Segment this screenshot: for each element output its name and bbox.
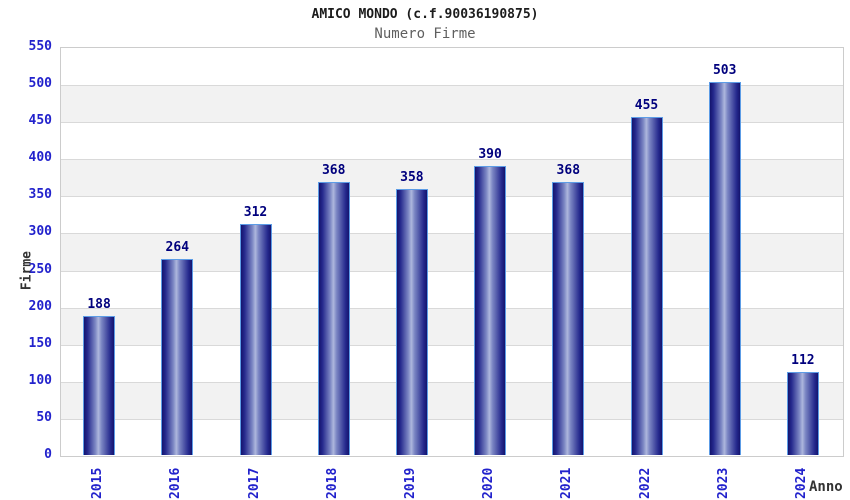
chart-title: AMICO MONDO (c.f.90036190875) [311,7,539,22]
y-tick-label: 300 [28,224,52,240]
x-tick-label: 2023 [715,467,731,499]
y-tick-label: 50 [36,409,52,425]
x-tick-label: 2015 [90,467,106,499]
bar-value-label: 112 [791,352,815,368]
gridline [61,418,843,420]
bar-value-label: 455 [634,98,659,114]
x-tick-label: 2022 [637,467,653,499]
x-tick-label: 2020 [481,467,497,499]
gridline [61,122,843,124]
y-tick-label: 200 [28,298,52,314]
y-tick-label: 150 [28,335,52,351]
bar [395,189,428,455]
gridline [61,196,843,198]
gridline [61,159,843,161]
y-tick-label: 500 [28,76,52,92]
bar [239,223,272,455]
y-tick-label: 0 [44,447,52,462]
bar-value-label: 188 [87,296,111,312]
y-tick-label: 350 [28,187,52,203]
bar-value-label: 368 [556,163,581,178]
bar [786,371,819,455]
x-tick-label: 2024 [793,467,809,499]
bar-value-label: 368 [321,163,346,178]
bar [161,259,194,455]
x-tick-label: 2018 [324,467,340,499]
bar [474,165,507,455]
y-tick-label: 250 [28,261,52,277]
bar [83,315,116,455]
x-tick-label: 2021 [559,467,575,499]
plot-band [61,48,843,86]
gridline [61,233,843,235]
x-tick-label: 2016 [168,467,184,499]
x-tick-label: 2019 [402,467,418,499]
gridline [61,344,843,346]
bar [708,81,741,455]
y-tick-label: 100 [28,372,52,388]
gridline [61,270,843,272]
chart-subtitle: Numero Firme [374,26,476,42]
y-tick-label: 400 [28,150,52,166]
bar-value-label: 390 [478,146,502,162]
gridline [61,85,843,87]
bar [317,182,350,455]
bar-value-label: 312 [243,204,268,220]
bar-value-label: 503 [712,62,737,78]
gridline [61,381,843,383]
bar-value-label: 264 [165,240,190,256]
gridline [61,307,843,309]
bar-value-label: 358 [400,170,424,186]
y-tick-label: 550 [28,39,52,54]
y-axis-label: Firme [19,251,35,291]
x-tick-label: 2017 [246,467,262,499]
y-tick-label: 450 [28,113,52,129]
x-axis-label: Anno [809,479,843,495]
bar [552,182,585,455]
bar [630,117,663,455]
